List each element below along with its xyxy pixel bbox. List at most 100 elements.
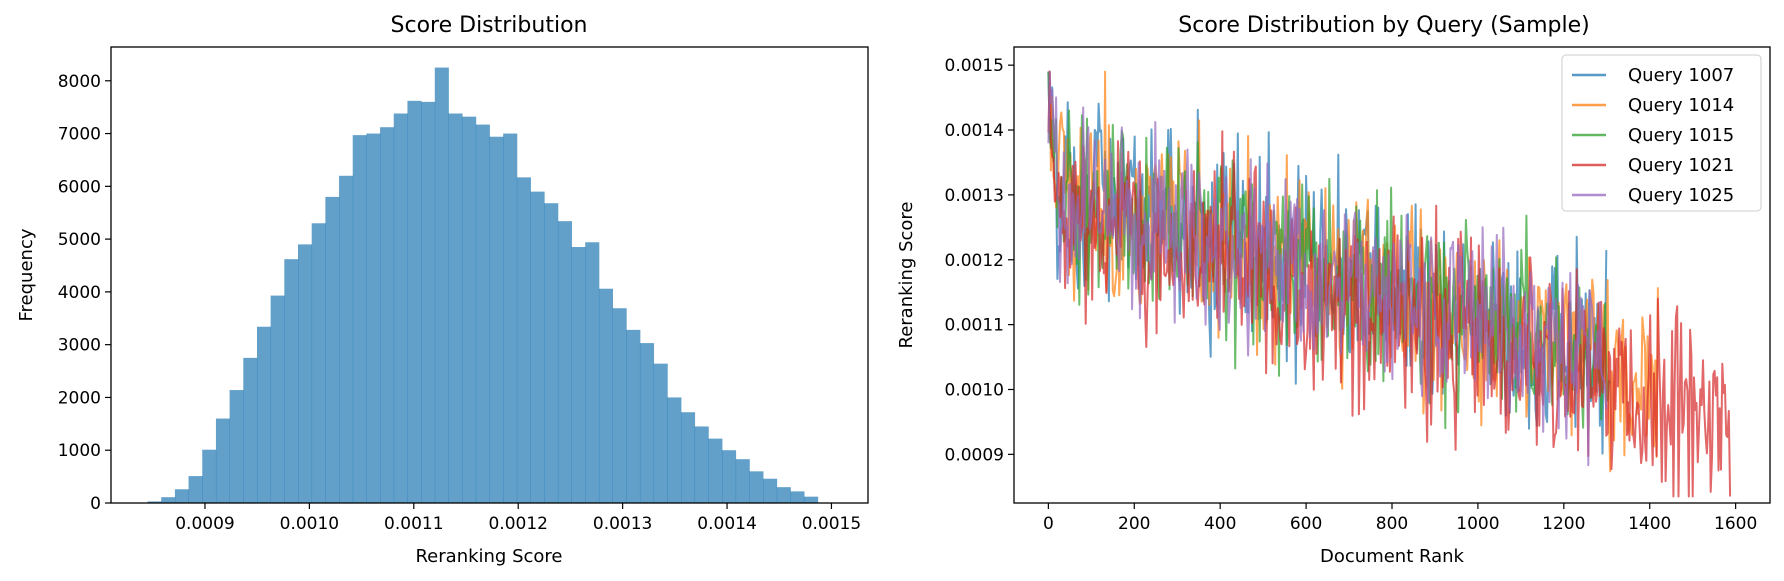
x-tick-label: 200 [1118, 514, 1150, 534]
histogram-bar [612, 308, 627, 503]
histogram-bar [530, 191, 545, 503]
histogram-bars [147, 67, 819, 504]
y-tick-label: 0.0015 [945, 56, 1004, 76]
histogram-bar [421, 101, 436, 503]
histogram-bar [448, 113, 463, 503]
histogram-bar [434, 67, 449, 503]
histogram-bar [229, 390, 244, 503]
histogram-bar [298, 244, 313, 503]
x-tick-label: 1200 [1542, 514, 1585, 534]
histogram-bar [352, 135, 367, 503]
histogram-bar [489, 136, 504, 503]
x-tick-label: 1600 [1714, 514, 1757, 534]
x-tick-label: 0.0014 [697, 514, 756, 534]
histogram-bar [694, 426, 709, 503]
y-tick-label: 0.0009 [945, 445, 1004, 465]
histogram-bar [790, 491, 805, 503]
histogram-bar [626, 329, 641, 503]
series-line-query-1025 [1047, 70, 1608, 467]
histogram-bar [708, 438, 723, 503]
x-tick-label: 800 [1376, 514, 1408, 534]
x-tick-label: 0 [1043, 514, 1054, 534]
line-chart: Score Distribution by Query (Sample) 0 20… [896, 13, 1771, 567]
histogram-bar [188, 476, 203, 503]
y-tick-label: 3000 [58, 336, 101, 356]
y-tick-label: 8000 [58, 72, 101, 92]
y-tick-label: 1000 [58, 441, 101, 461]
histogram-bar [722, 450, 737, 503]
chart1-x-ticks: 0.0009 0.0010 0.0011 0.0012 0.0013 0.0014 0.00… [175, 503, 861, 534]
y-tick-label: 0.0012 [945, 251, 1004, 271]
legend-label: Query 1007 [1628, 65, 1734, 86]
histogram-bar [557, 221, 572, 503]
histogram-bar [284, 259, 299, 503]
histogram-bar [544, 203, 559, 503]
x-tick-label: 0.0013 [593, 514, 652, 534]
x-tick-label: 0.0010 [280, 514, 339, 534]
histogram-bar [174, 489, 189, 503]
chart1-title: Score Distribution [391, 13, 588, 38]
histogram-bar [215, 418, 231, 503]
y-tick-label: 6000 [58, 177, 101, 197]
y-tick-label: 0.0014 [945, 121, 1004, 141]
histogram-bar [243, 357, 258, 503]
chart2-title: Score Distribution by Query (Sample) [1178, 13, 1589, 38]
histogram-bar [393, 113, 408, 503]
histogram-bar [366, 133, 381, 504]
histogram-bar [763, 478, 778, 503]
histogram-bar [161, 497, 176, 503]
legend-label: Query 1014 [1628, 95, 1734, 116]
histogram-bar [475, 124, 490, 503]
histogram-bar [516, 177, 531, 503]
chart1-frame [110, 46, 869, 504]
histogram-bar [776, 487, 791, 503]
chart2-x-axis-label: Document Rank [1320, 546, 1465, 567]
legend-label: Query 1015 [1628, 125, 1734, 146]
histogram-bar [270, 295, 285, 503]
y-tick-label: 2000 [58, 388, 101, 408]
histogram-bar [311, 223, 326, 503]
legend-box [1561, 54, 1762, 212]
histogram-bar [462, 116, 477, 504]
y-tick-label: 7000 [58, 125, 101, 145]
histogram-bar [407, 100, 422, 503]
x-tick-label: 0.0009 [175, 514, 234, 534]
chart2-x-ticks: 0 200 400 600 800 1000 1200 1400 1600 [1043, 503, 1757, 534]
chart2-y-axis-label: Reranking Score [896, 201, 917, 348]
legend-label: Query 1025 [1628, 185, 1734, 206]
histogram-bar [639, 343, 655, 503]
x-tick-label: 0.0015 [802, 514, 861, 534]
histogram-bar [147, 501, 162, 503]
histogram-bar [339, 175, 354, 503]
histogram-bar [256, 326, 272, 503]
histogram-bar [735, 459, 750, 503]
histogram-bar [804, 496, 819, 503]
histogram-bar [325, 196, 340, 503]
histogram-bar [680, 412, 696, 503]
histogram-bar [667, 397, 682, 503]
query-lines [1047, 70, 1732, 498]
x-tick-label: 0.0012 [488, 514, 547, 534]
x-tick-label: 600 [1290, 514, 1322, 534]
chart1-x-axis-label: Reranking Score [415, 546, 562, 567]
y-tick-label: 0.0011 [945, 316, 1004, 336]
histogram-bar [749, 471, 764, 503]
x-tick-label: 1400 [1628, 514, 1671, 534]
x-tick-label: 400 [1204, 514, 1236, 534]
x-tick-label: 1000 [1456, 514, 1499, 534]
chart1-y-axis-label: Frequency [16, 228, 37, 321]
x-tick-label: 0.0011 [384, 514, 443, 534]
legend-label: Query 1021 [1628, 155, 1734, 176]
histogram-chart: Score Distribution 0.0009 0.0010 0.0011 0.0… [16, 13, 869, 567]
y-tick-label: 0.0010 [945, 380, 1004, 400]
histogram-bar [653, 363, 668, 503]
histogram-bar [503, 133, 518, 504]
histogram-bar [598, 288, 614, 503]
y-tick-label: 5000 [58, 230, 101, 250]
legend: Query 1007 Query 1014 Query 1015 Query 1021… [1561, 54, 1762, 212]
histogram-bar [380, 127, 395, 503]
histogram-bar [571, 247, 586, 503]
histogram-bar [585, 242, 600, 503]
y-tick-label: 0.0013 [945, 186, 1004, 206]
